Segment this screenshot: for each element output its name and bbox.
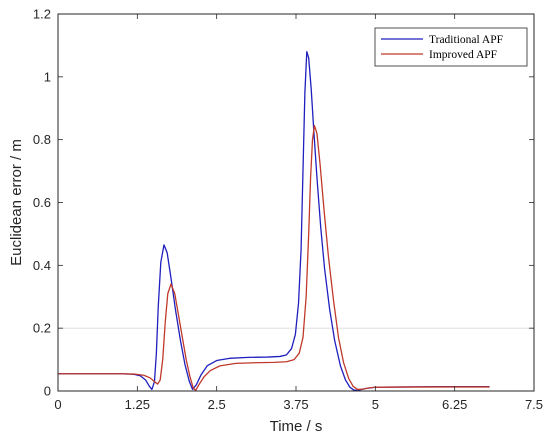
- y-tick-label: 1: [44, 69, 51, 84]
- series-line-traditional-apf: [58, 51, 490, 392]
- legend-label-improved-apf: Improved APF: [429, 49, 497, 61]
- series-layer: [58, 51, 490, 392]
- y-tick-label: 1.2: [33, 7, 51, 22]
- y-tick-label: 0: [44, 384, 51, 399]
- x-axis-label: Time / s: [270, 418, 323, 435]
- series-line-improved-apf: [58, 124, 490, 392]
- y-tick-label: 0.2: [33, 321, 51, 336]
- legend-label-traditional-apf: Traditional APF: [429, 34, 503, 46]
- x-tick-label: 2.5: [208, 397, 226, 412]
- x-tick-label: 1.25: [125, 397, 150, 412]
- x-tick-label: 5: [372, 397, 379, 412]
- x-tick-label: 0: [54, 397, 61, 412]
- x-tick-label: 6.25: [442, 397, 467, 412]
- x-tick-label: 7.5: [525, 397, 543, 412]
- legend: Traditional APF Improved APF: [374, 27, 528, 67]
- y-tick-label: 0.4: [33, 258, 51, 273]
- tick-layer: 0 1.25 2.5 3.75 5 6.25 7.5 0 0.2 0.4 0.6 0.8 1 1.2: [33, 7, 543, 413]
- y-axis-label: Euclidean error / m: [8, 139, 25, 266]
- y-tick-label: 0.8: [33, 132, 51, 147]
- y-tick-label: 0.6: [33, 195, 51, 210]
- x-tick-label: 3.75: [283, 397, 308, 412]
- legend-box: [374, 27, 528, 67]
